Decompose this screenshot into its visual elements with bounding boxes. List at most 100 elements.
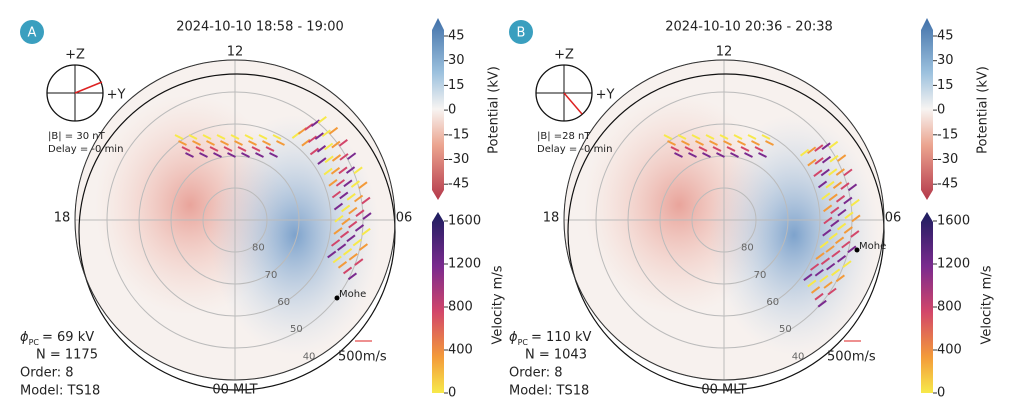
velocity-vector	[251, 146, 261, 152]
velocity-vector	[831, 249, 841, 258]
velocity-vector	[333, 202, 344, 211]
velocity-vector	[255, 152, 264, 158]
potential-positive	[210, 115, 380, 355]
panel-badge	[509, 20, 533, 44]
velocity-vector	[850, 230, 860, 238]
velocity-vector	[716, 152, 725, 158]
lat-label: 60	[766, 297, 779, 308]
velocity-vector	[323, 167, 333, 176]
velocity-vector	[807, 146, 817, 155]
velocity-vector	[213, 152, 222, 158]
velocity-vector	[276, 140, 285, 146]
velocity-vector	[807, 279, 817, 288]
station-dot	[334, 295, 340, 301]
velocity-vector	[199, 152, 208, 158]
velocity-vector	[350, 180, 361, 188]
velocity-vector	[709, 140, 718, 146]
mlt-label: 00 MLT	[212, 383, 257, 398]
velocity-vector	[841, 240, 851, 249]
velocity-vector	[258, 134, 268, 140]
velocity-vector	[810, 286, 821, 294]
colorbar-tick-label: 0	[937, 386, 945, 401]
velocity-vector	[361, 196, 371, 205]
panel-title: 2024-10-10 20:36 - 20:38	[665, 20, 833, 35]
lat-label: 50	[290, 324, 303, 335]
velocity-vector	[670, 146, 680, 152]
velocity-vector	[800, 148, 810, 157]
lat-label: 50	[779, 324, 792, 335]
velocity-vector	[248, 140, 257, 146]
velocity-vector	[830, 219, 840, 228]
velocity-vector	[814, 292, 824, 301]
colorbar-tick-label: -45	[937, 177, 958, 192]
velocity-vector	[744, 152, 753, 158]
potential-colorbar	[432, 18, 444, 200]
imf-vector	[74, 81, 103, 94]
velocity-vector	[358, 243, 369, 251]
velocity-vector	[837, 222, 847, 231]
velocity-vector	[331, 190, 342, 199]
velocity-vector	[345, 166, 356, 174]
colorbar-tick-label: 45	[448, 29, 465, 44]
velocity-vector	[309, 147, 320, 156]
velocity-vector	[847, 245, 857, 254]
velocity-vector	[338, 139, 348, 147]
colorbar-tick-label: 45	[937, 29, 954, 44]
colorbar-tick-label: 800	[448, 300, 473, 315]
velocity-vector	[341, 204, 351, 213]
velocity-vector	[826, 262, 836, 271]
stat-n: N = 1175	[36, 348, 98, 363]
panel-label: B	[517, 26, 526, 41]
velocity-vector	[354, 224, 365, 232]
velocity-vector	[828, 168, 838, 176]
velocity-vector	[740, 146, 750, 152]
velocity-vector	[362, 212, 372, 220]
velocity-vector	[820, 257, 831, 266]
velocity-vector	[691, 134, 701, 140]
velocity-vector	[331, 154, 342, 162]
velocity-vector	[324, 155, 334, 164]
velocity-vector	[337, 261, 348, 269]
velocity-vector	[832, 181, 843, 189]
velocity-vector	[241, 152, 250, 158]
velocity-vector	[342, 248, 353, 256]
lat-label: 40	[303, 351, 316, 362]
velocity-vector	[827, 287, 837, 296]
phi-symbol: ϕ	[509, 330, 518, 345]
velocity-vector	[338, 166, 348, 175]
stat-model: Model: TS18	[509, 384, 589, 399]
velocity-vector	[747, 134, 757, 140]
colorbar-tick-label: 1200	[937, 257, 970, 272]
velocity-vector	[823, 204, 833, 213]
velocity-vector	[813, 169, 823, 177]
velocity-vector	[328, 126, 339, 135]
velocity-vector	[334, 214, 344, 223]
velocity-vector	[712, 146, 722, 152]
velocity-vector	[355, 209, 365, 217]
lat-label: 80	[252, 243, 265, 254]
velocity-vector	[331, 140, 341, 149]
colorbar-tick-label: -15	[448, 127, 469, 142]
velocity-vector	[354, 258, 364, 266]
velocity-vector	[192, 140, 201, 146]
velocity-vector	[807, 158, 817, 167]
imf-field: |B| = 30 nT	[48, 131, 106, 142]
velocity-vector	[348, 252, 358, 261]
velocity-vector	[347, 272, 358, 281]
velocity-vector	[825, 180, 835, 189]
velocity-vector	[269, 152, 278, 158]
velocity-vector	[230, 134, 240, 140]
colorbar-label: Velocity m/s	[491, 265, 506, 344]
velocity-vector	[842, 260, 852, 268]
velocity-vector	[348, 220, 358, 229]
velocity-vector	[850, 198, 860, 207]
clock-y: +Y	[596, 88, 615, 103]
stat-model: Model: TS18	[20, 384, 100, 399]
velocity-vector	[674, 152, 683, 158]
velocity-vector	[244, 134, 254, 140]
velocity-vector	[847, 183, 858, 192]
velocity-vector	[330, 166, 341, 175]
velocity-vector	[737, 140, 746, 146]
velocity-vector	[758, 152, 767, 158]
velocity-vector	[335, 179, 346, 187]
